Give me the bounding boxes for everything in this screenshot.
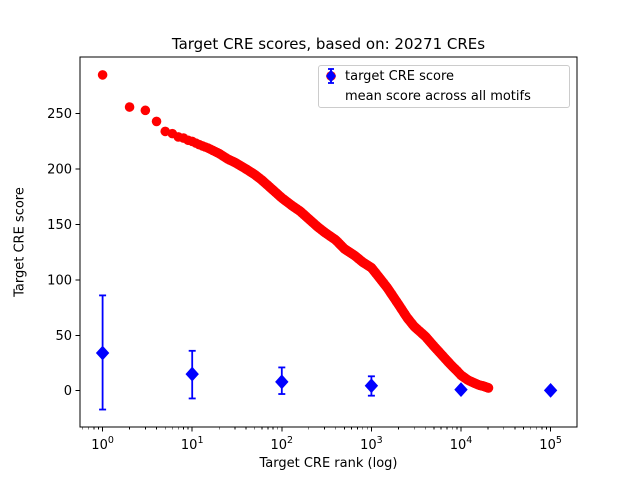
mean-score-point [454,382,468,397]
x-tick-label: 103 [360,435,383,453]
target-score-point [151,116,162,127]
y-tick-label: 0 [64,384,72,399]
x-axis-label: Target CRE rank (log) [259,456,398,471]
mean-score-point [275,374,289,390]
y-tick-label: 100 [47,273,72,288]
legend-entry-target: target CRE score [319,67,569,87]
mean-score-point [364,378,379,394]
mean-score-point [185,366,199,382]
target-score-point [124,102,135,112]
target-score-point [140,105,151,116]
x-tick-label: 104 [450,435,473,453]
y-tick-label: 50 [55,329,72,344]
x-tick-label: 100 [91,435,114,453]
target-score-point [483,383,494,393]
mean-score-point [543,382,558,398]
chart-title: Target CRE scores, based on: 20271 CREs [171,35,486,53]
legend: target CRE score mean score across all m… [318,65,570,108]
legend-entry-mean: mean score across all motifs [319,68,569,107]
y-tick-label: 150 [47,218,72,233]
axes-frame [79,56,578,428]
mean-score-point [95,345,110,361]
target-score-point [97,70,108,80]
y-axis-label: Target CRE score [12,187,28,297]
x-tick-label: 105 [539,435,562,453]
x-tick-label: 101 [181,435,204,453]
y-tick-label: 250 [47,107,72,122]
blue-diamond-errorbar-marker-icon [326,68,336,84]
legend-label: mean score across all motifs [345,89,531,104]
y-tick-label: 200 [47,163,72,178]
x-tick-label: 102 [271,435,294,453]
legend-label: target CRE score [345,69,455,84]
